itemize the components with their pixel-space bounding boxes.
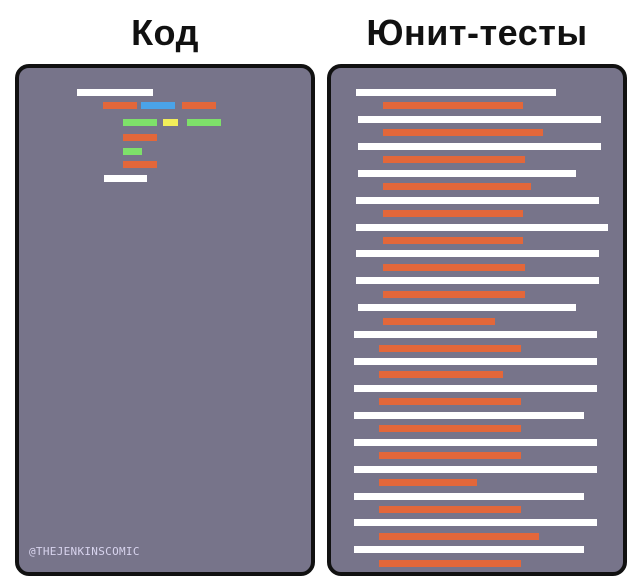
test-line-orange xyxy=(383,210,523,217)
test-line-white xyxy=(358,170,576,177)
test-line-orange xyxy=(383,129,543,136)
credit-watermark: @THEJENKINSCOMIC xyxy=(29,545,140,558)
code-line xyxy=(187,119,221,126)
test-line-white xyxy=(354,385,597,392)
test-line-white xyxy=(354,546,584,553)
code-line xyxy=(123,119,157,126)
test-line-white xyxy=(354,439,597,446)
test-line-orange xyxy=(379,371,503,378)
test-line-white xyxy=(356,224,608,231)
test-line-orange xyxy=(379,533,539,540)
test-line-orange xyxy=(383,291,525,298)
test-line-white xyxy=(354,412,584,419)
test-line-white xyxy=(354,358,597,365)
code-line xyxy=(123,161,157,168)
test-line-white xyxy=(356,250,599,257)
code-line xyxy=(141,102,175,109)
test-line-orange xyxy=(383,102,523,109)
test-line-orange xyxy=(379,479,477,486)
code-panel: @THEJENKINSCOMIC xyxy=(15,64,315,576)
test-line-white xyxy=(354,493,584,500)
test-line-orange xyxy=(383,156,525,163)
code-heading: Код xyxy=(131,12,199,53)
test-line-orange xyxy=(379,452,521,459)
test-line-orange xyxy=(379,398,521,405)
code-line xyxy=(104,175,147,182)
code-line xyxy=(123,134,157,141)
code-line xyxy=(163,119,178,126)
test-line-white xyxy=(358,116,601,123)
test-line-white xyxy=(354,331,597,338)
test-line-white xyxy=(356,197,599,204)
test-line-white xyxy=(354,466,597,473)
test-line-orange xyxy=(383,237,523,244)
unit-tests-panel xyxy=(327,64,627,576)
code-line xyxy=(103,102,137,109)
test-line-orange xyxy=(379,506,521,513)
test-line-white xyxy=(358,304,576,311)
test-line-orange xyxy=(383,318,495,325)
code-line xyxy=(123,148,142,155)
test-line-white xyxy=(356,89,556,96)
code-line xyxy=(182,102,216,109)
code-line xyxy=(77,89,153,96)
test-line-orange xyxy=(383,264,525,271)
test-line-orange xyxy=(383,183,531,190)
test-line-white xyxy=(358,143,601,150)
unit-tests-heading: Юнит-тесты xyxy=(366,12,588,53)
test-line-orange xyxy=(379,345,521,352)
test-line-white xyxy=(356,277,599,284)
test-line-orange xyxy=(379,425,521,432)
test-line-white xyxy=(354,519,597,526)
test-line-orange xyxy=(379,560,521,567)
